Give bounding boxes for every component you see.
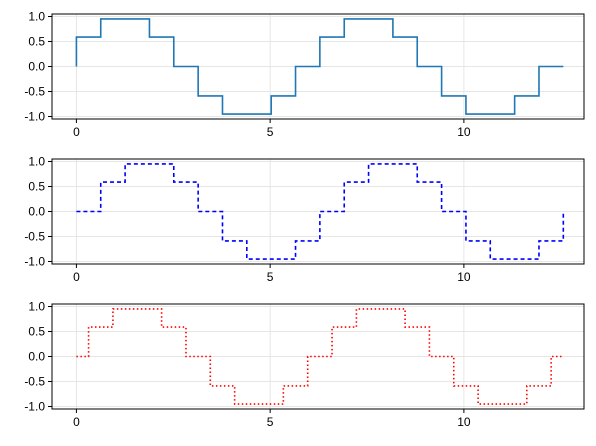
y-tick-label: 1.0 <box>28 10 45 24</box>
series-line <box>75 18 564 115</box>
y-tick-label: 0.5 <box>28 35 45 49</box>
y-tick-label: -1.0 <box>24 110 45 124</box>
y-tick-label: -0.5 <box>24 85 45 99</box>
y-tick-label: -0.5 <box>24 230 45 244</box>
x-tick-label: 5 <box>267 270 274 284</box>
y-tick-label: 1.0 <box>28 300 45 314</box>
x-tick-label: 10 <box>457 125 471 139</box>
chart-panel-2: 1.0 0.5 0.0 -0.5 -1.0 0 5 10 <box>24 155 585 284</box>
y-tick-label: 0.0 <box>28 205 45 219</box>
x-tick-label: 5 <box>267 415 274 429</box>
y-tick-label: 0.5 <box>28 180 45 194</box>
series-line <box>76 163 565 260</box>
y-tick-label: -0.5 <box>24 375 45 389</box>
x-tick-label: 0 <box>73 415 80 429</box>
x-tick-label: 0 <box>73 125 80 139</box>
chart-panel-1: 1.0 0.5 0.0 -0.5 -1.0 0 5 10 <box>24 10 585 139</box>
y-tick-label: 1.0 <box>28 155 45 169</box>
chart-panel-3: 1.0 0.5 0.0 -0.5 -1.0 0 5 10 <box>24 300 585 429</box>
y-tick-label: -1.0 <box>24 255 45 269</box>
x-tick-label: 10 <box>457 415 471 429</box>
x-tick-label: 10 <box>457 270 471 284</box>
y-tick-label: -1.0 <box>24 400 45 414</box>
x-tick-label: 0 <box>73 270 80 284</box>
x-tick-label: 5 <box>267 125 274 139</box>
y-tick-label: 0.0 <box>28 350 45 364</box>
y-tick-label: 0.5 <box>28 325 45 339</box>
y-tick-label: 0.0 <box>28 60 45 74</box>
